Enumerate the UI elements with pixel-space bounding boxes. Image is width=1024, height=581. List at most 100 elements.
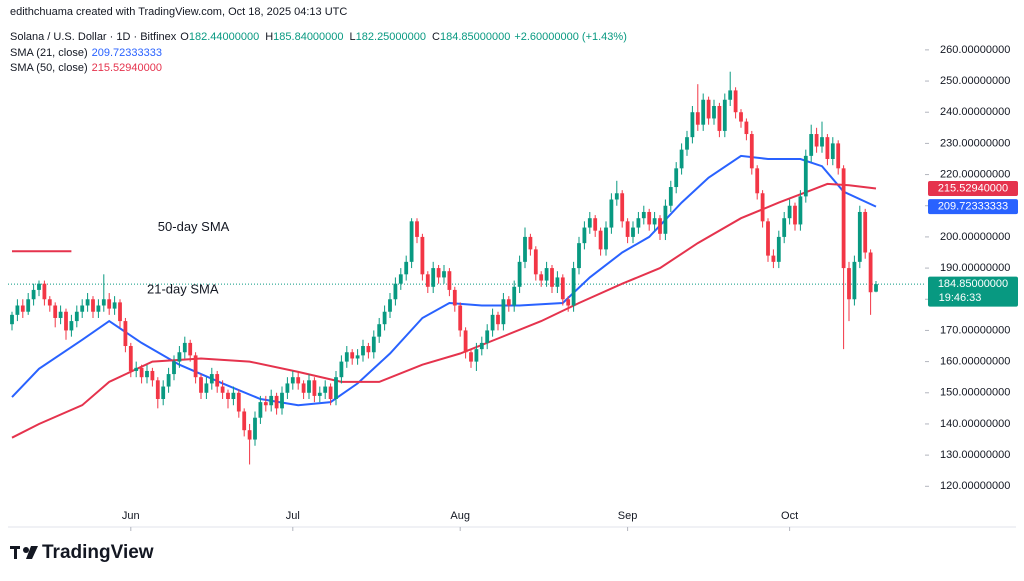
y-tick-label: 240.00000000 (940, 106, 1010, 118)
candle-body (485, 330, 490, 343)
candle-body (161, 386, 166, 400)
price-tag-label: 184.85000000 (938, 278, 1008, 290)
candle-body (361, 346, 365, 356)
y-tick-label: 230.00000000 (940, 137, 1010, 149)
candle-body (809, 134, 814, 156)
candle-body (53, 305, 58, 318)
candle-body (825, 137, 830, 159)
candle-body (366, 346, 371, 353)
candle-body (776, 236, 781, 262)
ohlc-key: L (350, 31, 356, 43)
candle-body (566, 299, 571, 306)
candle-body (209, 374, 214, 384)
candle-body (139, 367, 144, 378)
candle-body (614, 193, 619, 200)
candle-body (620, 193, 625, 222)
logo-stem (14, 546, 17, 559)
candle-body (733, 90, 738, 113)
candle-body (118, 302, 122, 322)
candle-body (307, 380, 311, 393)
candle-body (199, 377, 203, 393)
candle-body (415, 221, 419, 237)
candle-body (150, 370, 155, 381)
candle-body (47, 299, 52, 306)
legend-entry: SMA (50, close) 215.52940000 (10, 62, 162, 74)
candle-body (193, 355, 198, 378)
candle-body (263, 402, 268, 406)
candle-body (388, 299, 392, 312)
candle-body (706, 99, 711, 119)
candle-body (188, 342, 193, 356)
candle-body (793, 205, 797, 225)
legend-entry: SMA (21, close) 209.72333333 (10, 47, 162, 59)
candle-body (382, 311, 387, 325)
candle-body (647, 211, 652, 225)
candle-body (490, 314, 495, 331)
x-tick-label: Aug (450, 510, 470, 522)
candle-body (658, 218, 662, 234)
y-tick-label: 260.00000000 (940, 44, 1010, 56)
candle-body (582, 227, 587, 244)
candle-body (587, 218, 592, 228)
candle-body (771, 255, 776, 262)
candle-body (631, 227, 635, 237)
candle-body (690, 112, 695, 138)
ohlc-value: 184.85000000 (440, 31, 510, 43)
y-tick-label: 150.00000000 (940, 387, 1010, 399)
candle-body (409, 221, 414, 262)
candle-body (560, 277, 565, 300)
price-tag-label: 215.52940000 (938, 182, 1008, 194)
candle-body (371, 336, 376, 353)
candle-body (755, 168, 760, 194)
candle-body (274, 395, 279, 409)
candle-body (874, 284, 878, 292)
y-tick-label: 140.00000000 (940, 418, 1010, 430)
candle-body (749, 134, 754, 169)
annotation: 50-day SMA (158, 219, 230, 234)
price-tag (928, 276, 1018, 307)
candle-body (317, 392, 322, 396)
price-tag (928, 181, 1018, 197)
candle-body (577, 243, 581, 269)
candle-body (74, 311, 79, 322)
ohlc-key: C (432, 31, 440, 43)
candle-body (290, 377, 295, 384)
candle-body (377, 324, 382, 337)
y-tick-label: 220.00000000 (940, 168, 1010, 180)
candle-body (814, 134, 819, 147)
candle-body (339, 361, 344, 378)
candle-body (852, 261, 857, 300)
logo-dot (23, 547, 29, 553)
candle-body (533, 249, 538, 275)
candle-body (58, 311, 63, 318)
candle-body (722, 99, 727, 131)
candle-body (604, 227, 608, 250)
candle-body (42, 283, 47, 300)
logo-slash (26, 546, 38, 559)
candle-body (96, 305, 101, 312)
candle-body (112, 302, 117, 309)
candle-body (863, 211, 868, 253)
footer: TradingView (10, 542, 154, 563)
candle-body (739, 112, 743, 122)
legend: Solana / U.S. Dollar · 1D · Bitfinex O182… (10, 31, 627, 74)
candle-body (787, 205, 792, 219)
candle-body (431, 268, 436, 287)
candle-body (539, 274, 544, 281)
candle-body (841, 168, 846, 269)
candle-body (85, 299, 90, 306)
candle-body (517, 261, 522, 287)
ohlc-value: 182.44000000 (189, 31, 259, 43)
y-tick-label: 250.00000000 (940, 75, 1010, 87)
candle-body (31, 289, 36, 300)
y-tick-label: 130.00000000 (940, 449, 1010, 461)
candle-body (593, 218, 598, 231)
y-tick-label: 120.00000000 (940, 480, 1010, 492)
candle-body (253, 417, 257, 440)
candle-body (393, 283, 398, 300)
candle-body (447, 271, 452, 290)
candle-body (177, 352, 182, 362)
candle-body (101, 299, 106, 306)
candle-body (128, 346, 133, 371)
